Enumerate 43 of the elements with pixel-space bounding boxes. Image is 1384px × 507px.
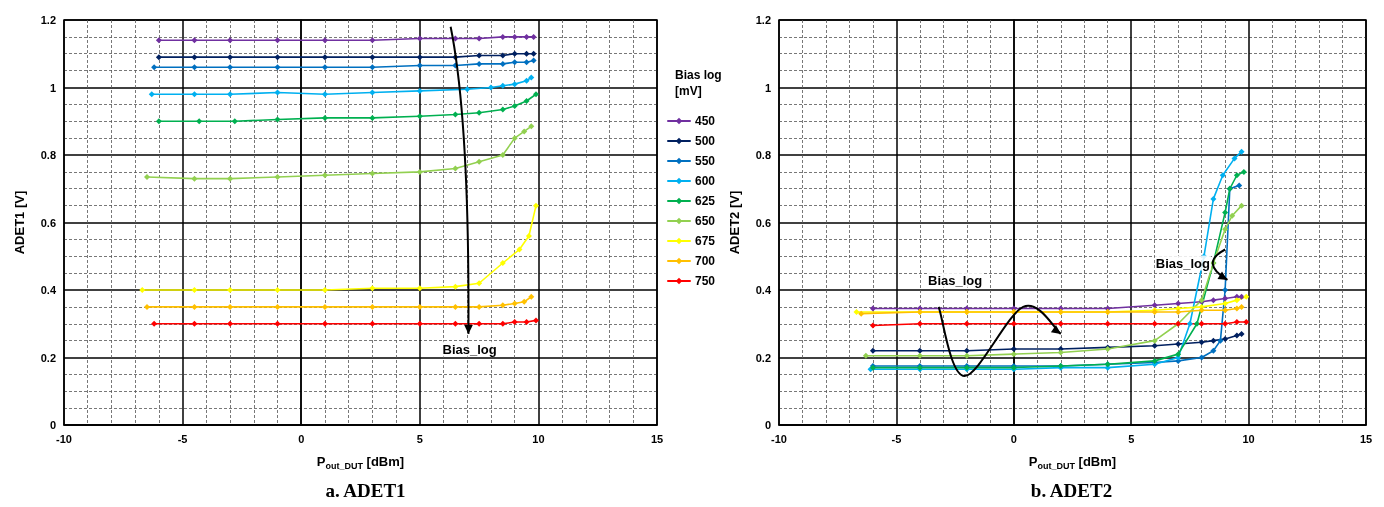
legend-label: 550 — [695, 154, 716, 168]
annotation: Bias_log — [927, 272, 984, 288]
text: b. ADET2 — [1030, 480, 1113, 501]
legend-label: 600 — [695, 174, 716, 188]
y-tick-label: 0 — [764, 419, 771, 431]
x-tick-label: 5 — [1128, 432, 1135, 445]
y-axis-title: ADET1 [V] — [12, 190, 27, 255]
x-tick-label: -10 — [56, 432, 72, 445]
text: a. ADET1 — [325, 480, 406, 501]
x-tick-label: 10 — [532, 432, 545, 445]
y-tick-label: 0.4 — [40, 284, 57, 296]
y-tick-label: 1 — [764, 81, 771, 94]
x-tick-label: -5 — [891, 432, 902, 445]
annotation: Bias_log — [1154, 255, 1211, 271]
y-tick-label: 0.4 — [755, 284, 772, 296]
y-tick-label: 0.2 — [755, 351, 771, 364]
x-tick-label: 15 — [1359, 432, 1373, 445]
y-tick-label: 1.2 — [40, 14, 56, 26]
y-axis-title: ADET2 [V] — [727, 190, 742, 255]
x-tick-label: 15 — [650, 432, 664, 445]
x-tick-label: 5 — [416, 432, 423, 445]
x-tick-label: -10 — [771, 432, 787, 445]
y-tick-label: 0.2 — [40, 351, 56, 364]
y-tick-label: 1.2 — [755, 14, 771, 26]
legend-label: 750 — [695, 274, 716, 288]
x-tick-label: -5 — [177, 432, 188, 445]
x-tick-label: 10 — [1242, 432, 1255, 445]
legend-label: 650 — [695, 214, 716, 228]
legend-label: 500 — [695, 134, 716, 148]
legend-title: Bias log [mV] — [675, 68, 722, 98]
legend-label: 625 — [695, 194, 716, 208]
legend-label: 675 — [695, 234, 716, 248]
legend-label: 700 — [695, 254, 716, 268]
y-tick-label: 0.6 — [755, 216, 771, 229]
y-tick-label: 1 — [49, 81, 56, 94]
x-tick-label: 0 — [298, 432, 305, 445]
y-tick-label: 0 — [49, 419, 56, 431]
y-tick-label: 0.6 — [40, 216, 56, 229]
y-tick-label: 0.8 — [755, 149, 771, 161]
annotation: Bias_log — [441, 341, 498, 357]
y-tick-label: 0.8 — [40, 149, 56, 161]
legend-label: 450 — [695, 114, 716, 128]
x-tick-label: 0 — [1010, 432, 1017, 445]
